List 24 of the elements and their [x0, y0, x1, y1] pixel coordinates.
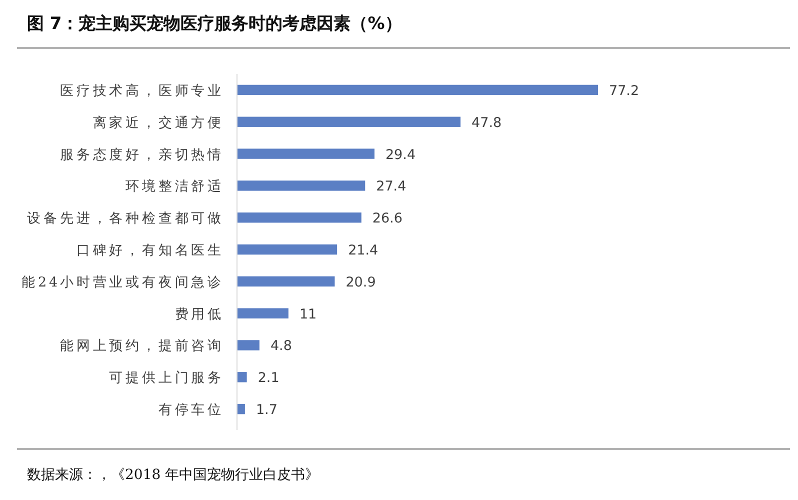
category-label: 环境整洁舒适: [126, 178, 224, 195]
data-label: 27.4: [376, 178, 406, 195]
data-label: 2.1: [258, 370, 280, 386]
category-label: 离家近，交通方便: [92, 114, 224, 131]
category-label: 口碑好，有知名医生: [76, 242, 224, 258]
category-label: 医疗技术高，医师专业: [60, 82, 224, 99]
data-label: 26.6: [372, 210, 402, 227]
data-label: 47.8: [472, 114, 502, 131]
data-label: 29.4: [385, 146, 416, 163]
annotation: 数据来源：，《2018 年中国宠物行业白皮书》: [27, 467, 320, 483]
title: 图 7：宠主购买宠物医疗服务时的考虑因素（%）: [27, 14, 402, 34]
category-label: 设备先进，各种检查都可做: [27, 210, 224, 227]
category-label: 有停车位: [158, 402, 224, 418]
data-label: 1.7: [256, 402, 278, 418]
category-label: 能网上预约，提前咨询: [60, 338, 224, 354]
category-label: 服务态度好，亲切热情: [60, 146, 224, 163]
data-label: 4.8: [270, 338, 292, 354]
category-label: 费用低: [174, 306, 224, 322]
data-label: 20.9: [346, 274, 376, 290]
category-label: 可提供上门服务: [109, 370, 224, 386]
data-label: 77.2: [609, 82, 640, 99]
data-label: 21.4: [348, 242, 378, 258]
category-label: 能24小时营业或有夜间急诊: [22, 274, 224, 290]
data-label: 11: [299, 306, 317, 322]
